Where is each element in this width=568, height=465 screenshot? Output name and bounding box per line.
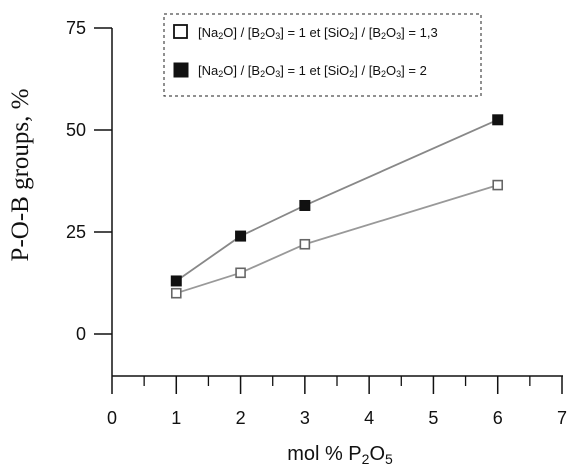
x-tick-label: 2 [236, 408, 246, 428]
x-tick-label: 7 [557, 408, 567, 428]
x-tick-label: 6 [493, 408, 503, 428]
data-point [299, 199, 311, 211]
y-tick-label: 75 [66, 18, 86, 38]
legend-item-1: [Na2O] / [B2O3] = 1 et [SiO2] / [B2O3] =… [173, 24, 438, 41]
x-tick-label: 1 [171, 408, 181, 428]
y-tick-label: 0 [76, 324, 86, 344]
legend-label: [Na2O] / [B2O3] = 1 et [SiO2] / [B2O3] =… [198, 25, 438, 41]
data-point [235, 267, 246, 279]
data-point [235, 230, 247, 242]
legend-marker [173, 62, 189, 78]
y-tick-label: 25 [66, 222, 86, 242]
series-line [175, 118, 499, 282]
axes: 0 25 50 75 0 1 2 3 4 5 6 7 [66, 18, 567, 428]
data-point [299, 238, 311, 250]
data-point [170, 275, 182, 287]
legend-label: [Na2O] / [B2O3] = 1 et [SiO2] / [B2O3] =… [198, 63, 427, 79]
data-point [492, 179, 504, 191]
y-axis-label: P-O-B groups, % [7, 89, 34, 262]
data-point [170, 287, 182, 299]
legend-box [163, 13, 482, 97]
x-tick-label: 4 [364, 408, 374, 428]
x-axis-label: mol % P2O5 [287, 443, 393, 465]
x-tick-label: 5 [428, 408, 438, 428]
legend: [Na2O] / [B2O3] = 1 et [SiO2] / [B2O3] =… [163, 13, 482, 97]
data-point [492, 114, 504, 126]
y-tick-label: 50 [66, 120, 86, 140]
series-1 [170, 179, 504, 299]
axis-labels: mol % P2O5 P-O-B groups, % [7, 89, 393, 465]
x-tick-label: 0 [107, 408, 117, 428]
x-tick-label: 3 [300, 408, 310, 428]
series-layer [170, 114, 504, 299]
legend-item-2: [Na2O] / [B2O3] = 1 et [SiO2] / [B2O3] =… [173, 62, 427, 79]
series-line [176, 184, 498, 295]
legend-marker [173, 24, 188, 39]
series-2 [170, 114, 504, 287]
